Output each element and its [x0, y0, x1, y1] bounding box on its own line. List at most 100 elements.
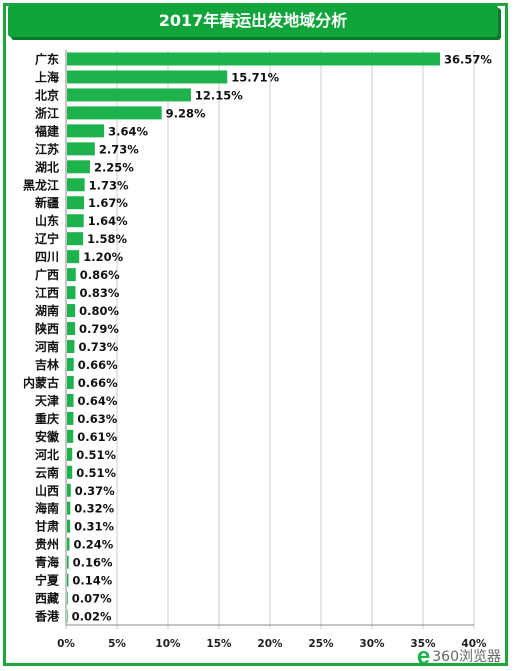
watermark-text: 360浏览器 — [432, 649, 501, 665]
category-label: 湖北 — [35, 159, 59, 174]
bar — [67, 591, 68, 605]
bar — [67, 214, 84, 228]
x-tick-label: 40% — [461, 638, 487, 650]
data-label: 1.20% — [83, 250, 123, 264]
category-label: 新疆 — [35, 195, 59, 210]
bar — [67, 160, 90, 174]
data-label: 0.16% — [73, 556, 113, 570]
x-tick-label: 5% — [108, 638, 126, 650]
bar — [67, 609, 68, 623]
category-label: 广西 — [35, 267, 59, 282]
bar — [67, 142, 95, 156]
category-label: 江苏 — [35, 141, 59, 156]
category-label: 山东 — [35, 213, 59, 228]
bar — [67, 357, 74, 371]
data-label: 0.83% — [79, 286, 119, 300]
bar — [67, 519, 71, 533]
data-label: 0.32% — [74, 502, 114, 516]
bar — [67, 232, 84, 246]
x-tick-label: 25% — [308, 638, 334, 650]
data-label: 0.31% — [74, 520, 114, 534]
x-tick-label: 20% — [257, 638, 283, 650]
data-label: 0.63% — [77, 412, 117, 426]
category-label: 广东 — [35, 51, 59, 66]
data-label: 0.02% — [72, 610, 112, 624]
data-label: 1.67% — [88, 196, 128, 210]
category-label: 山西 — [35, 483, 59, 498]
category-label: 宁夏 — [35, 573, 60, 588]
x-tick-label: 30% — [359, 638, 385, 650]
bar — [67, 501, 71, 515]
bar — [67, 106, 162, 120]
data-label: 36.57% — [444, 52, 492, 66]
data-label: 1.58% — [87, 232, 127, 246]
data-label: 2.25% — [94, 160, 134, 174]
category-label: 香港 — [34, 609, 60, 624]
bar — [67, 196, 85, 210]
category-label: 云南 — [35, 465, 59, 480]
category-label: 陕西 — [35, 321, 59, 336]
data-label: 1.73% — [89, 178, 129, 192]
bar — [67, 250, 80, 264]
category-label: 河北 — [34, 447, 59, 462]
bar — [67, 322, 76, 336]
category-label: 河南 — [34, 339, 59, 354]
data-label: 3.64% — [108, 124, 148, 138]
category-label: 甘肃 — [35, 519, 59, 534]
data-label: 0.37% — [75, 484, 115, 498]
data-label: 0.66% — [78, 358, 118, 372]
bar — [67, 286, 76, 300]
bar — [67, 340, 75, 354]
category-label: 重庆 — [35, 411, 59, 426]
bar — [67, 268, 76, 282]
bar — [67, 70, 228, 84]
x-tick-label: 15% — [206, 638, 232, 650]
data-label: 0.80% — [79, 304, 119, 318]
category-label: 青海 — [35, 555, 59, 570]
bar — [67, 178, 85, 192]
category-label: 湖南 — [35, 303, 59, 318]
data-label: 0.61% — [77, 430, 117, 444]
data-label: 0.51% — [76, 448, 116, 462]
category-label: 四川 — [35, 250, 59, 264]
bar — [67, 304, 76, 318]
bar — [67, 447, 73, 461]
data-label: 12.15% — [195, 88, 243, 102]
x-tick-label: 35% — [410, 638, 436, 650]
bar — [67, 573, 69, 587]
category-label: 西藏 — [35, 591, 59, 606]
chart-title: 2017年春运出发地域分析 — [158, 11, 348, 30]
data-label: 0.73% — [78, 340, 118, 354]
x-tick-label: 10% — [155, 638, 181, 650]
data-label: 0.07% — [72, 592, 112, 606]
data-label: 15.71% — [231, 70, 279, 84]
category-label: 江西 — [35, 285, 59, 300]
category-label: 天津 — [35, 393, 59, 408]
data-label: 0.86% — [80, 268, 120, 282]
x-tick-label: 0% — [57, 638, 75, 650]
bar — [67, 429, 74, 443]
data-label: 0.64% — [78, 394, 118, 408]
bar — [67, 88, 191, 102]
category-label: 贵州 — [35, 537, 59, 552]
bar — [67, 124, 105, 138]
data-label: 0.51% — [76, 466, 116, 480]
bar — [67, 465, 73, 479]
category-label: 海南 — [35, 501, 59, 516]
title-bar: 2017年春运出发地域分析 — [8, 5, 498, 37]
category-label: 黑龙江 — [23, 177, 59, 192]
data-label: 0.14% — [72, 574, 112, 588]
category-label: 辽宁 — [35, 231, 59, 246]
category-label: 内蒙古 — [23, 375, 59, 390]
category-label: 浙江 — [35, 105, 59, 120]
category-label: 安徽 — [35, 429, 60, 444]
data-label: 1.64% — [88, 214, 128, 228]
data-label: 9.28% — [166, 106, 206, 120]
bar — [67, 411, 74, 425]
data-label: 0.79% — [79, 322, 119, 336]
bar — [67, 52, 441, 66]
browser-logo-icon: e — [416, 643, 431, 670]
category-label: 福建 — [34, 123, 60, 138]
data-label: 0.66% — [78, 376, 118, 390]
